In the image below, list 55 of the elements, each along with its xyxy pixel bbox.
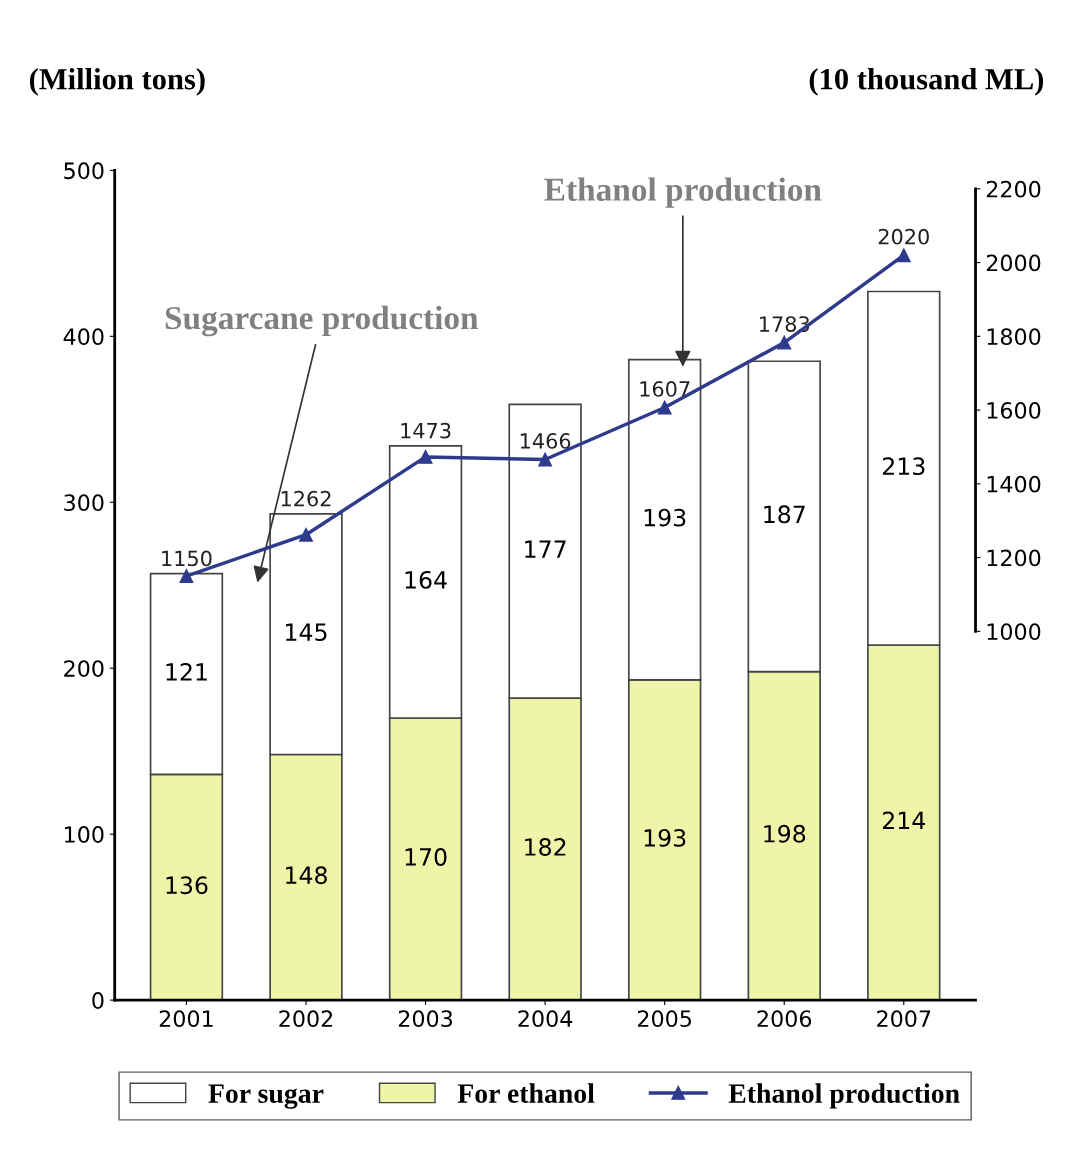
data-label: 214 (882, 811, 925, 830)
legend-label: For sugar (208, 1084, 324, 1109)
y-tick-label: 0 (92, 992, 104, 1009)
x-tick-label: 2002 (279, 1010, 333, 1028)
data-label: 145 (286, 623, 327, 642)
y2-tick-label: 1200 (987, 549, 1041, 567)
y2-tick-label: 1800 (987, 328, 1041, 346)
x-tick-label: 2004 (518, 1010, 573, 1028)
data-label: 2020 (878, 228, 929, 245)
point (179, 569, 194, 583)
legend-label: For ethanol (457, 1083, 595, 1103)
y-axis-title: (Million tons) (29, 68, 205, 96)
annotation: Sugarcane production (165, 305, 479, 337)
data-label: 1150 (162, 550, 212, 567)
point (418, 449, 433, 464)
data-label: 1607 (640, 381, 690, 397)
data-label: 182 (525, 838, 566, 856)
data-label: 193 (644, 508, 686, 527)
annotation: Ethanol production (544, 177, 822, 208)
y-tick-label: 200 (64, 660, 104, 677)
point (896, 248, 911, 263)
legend-label: Ethanol production (728, 1083, 960, 1109)
y-tick-label: 500 (64, 162, 104, 180)
x-tick-label: 2001 (159, 1010, 213, 1028)
data-label: 1473 (401, 422, 451, 439)
data-label: 193 (644, 828, 686, 847)
x-tick-label: 2006 (757, 1010, 812, 1028)
data-label: 1466 (520, 433, 571, 449)
data-label: 136 (166, 876, 208, 895)
y2-tick-label: 1000 (987, 623, 1041, 641)
y-tick-label: 300 (64, 494, 104, 512)
point (657, 400, 672, 415)
data-label: 177 (525, 540, 566, 558)
point (538, 452, 553, 467)
point (299, 527, 313, 542)
y2-tick-label: 2200 (986, 180, 1041, 198)
y2-tick-label: 1400 (987, 475, 1041, 493)
x-tick-label: 2007 (877, 1010, 931, 1028)
data-label: 121 (166, 663, 207, 681)
data-label: 1262 (281, 490, 331, 507)
data-label: 187 (764, 505, 805, 524)
y2-axis-title: (10 thousand ML) (809, 68, 1044, 96)
y2-tick-label: 1600 (987, 402, 1041, 419)
data-label: 170 (405, 848, 447, 866)
data-label: 213 (882, 457, 925, 476)
y-tick-label: 400 (63, 328, 104, 346)
x-tick-label: 2003 (398, 1010, 453, 1028)
point (777, 335, 792, 350)
data-label: 198 (764, 824, 806, 843)
data-label: 148 (286, 866, 327, 885)
data-label: 164 (405, 570, 447, 589)
x-tick-label: 2005 (638, 1010, 692, 1028)
data-label: 1783 (760, 316, 810, 332)
y-tick-label: 100 (65, 826, 104, 843)
y2-tick-label: 2000 (986, 254, 1041, 272)
